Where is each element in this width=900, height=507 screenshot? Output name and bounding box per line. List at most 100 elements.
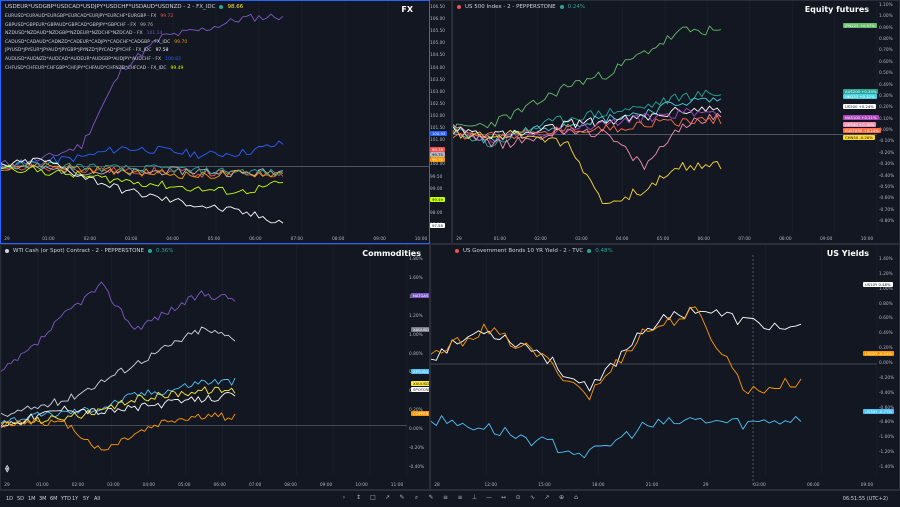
- y-tick-label: 0.00%: [879, 361, 893, 366]
- wave-icon[interactable]: ∿: [529, 494, 536, 501]
- legend-label: NZDUSD*NZDAUD*NZDGBP*NZDEUR*NZDCHF*NZDCA…: [5, 31, 143, 37]
- price-tag: 100.93: [430, 131, 448, 136]
- timeframe-5d[interactable]: 5D: [17, 496, 25, 502]
- timeframe-1y[interactable]: 1Y: [72, 496, 79, 502]
- equity-y-axis[interactable]: 1.10% 1.00% 0.90% 0.80% 0.70% 0.60% 0.50% 0.40%…: [877, 1, 899, 243]
- commodities-symbol[interactable]: WTI Cash (or Spot) Contract - 2 - PEPPER…: [13, 248, 145, 254]
- measure-icon[interactable]: ⊥: [471, 494, 478, 501]
- legend-row[interactable]: GBPUSD*GBPEUR*GBPAUD*GBPCAD*GBPJPY*GBPCH…: [5, 22, 187, 31]
- y-tick-label: 101.50: [430, 126, 446, 132]
- y-tick-label: 1.60%: [409, 275, 423, 281]
- legend-row[interactable]: CHFUSD*CHFEUR*CHFGBP*CHFJPY*CHFAUD*CHFNZ…: [5, 65, 187, 74]
- x-tick-label: 05:00: [178, 483, 191, 488]
- crosshair-icon[interactable]: ↕: [355, 494, 362, 501]
- price-tag: GER40 +0.16%: [843, 122, 877, 127]
- arrow-icon[interactable]: ↔: [500, 494, 507, 501]
- legend-row[interactable]: AUDUSD*AUDNZD*AUDCAD*AUDEUR*AUDGBP*AUDJP…: [5, 56, 187, 65]
- x-tick-label: 29: [703, 483, 709, 488]
- y-tick-label: 1.20%: [879, 271, 893, 277]
- magnet-icon[interactable]: ⊕: [558, 494, 565, 501]
- fib-icon[interactable]: ≡: [442, 494, 449, 501]
- timeframe-1d[interactable]: 1D: [6, 496, 14, 502]
- timeframe-1m[interactable]: 1M: [28, 496, 36, 502]
- hline-icon[interactable]: —: [486, 494, 492, 501]
- x-tick-label: 10:00: [355, 483, 368, 488]
- timeframe-all[interactable]: All: [94, 496, 101, 502]
- commodities-y-axis[interactable]: 1.80%1.60%1.40%1.20%1.00%0.80%0.60%0.40%…: [407, 245, 429, 489]
- y-tick-label: 0.90%: [879, 25, 893, 31]
- x-tick-label: 29: [456, 237, 462, 242]
- y-tick-label: 101.00: [430, 138, 446, 144]
- series-line-5: [1, 412, 236, 451]
- price-tag: NAS100 +0.21%: [843, 115, 879, 120]
- legend-row[interactable]: EURUSD*EURAUD*EURGBP*EURCAD*EURJPY*EURCH…: [5, 13, 187, 22]
- y-tick-label: -0.40%: [879, 390, 895, 396]
- y-tick-label: -0.40%: [879, 173, 895, 179]
- fx-x-axis[interactable]: 29 01:00 02:00 03:00 04:00 05:00 06:00 07:00 08:…: [1, 235, 429, 243]
- yields-x-axis[interactable]: 28 12:00 15:00 18:00 21:00 29 03:00 06:00 09:00: [431, 481, 877, 489]
- tradingview-logo: 🞠: [5, 465, 10, 475]
- us-flag-icon: [457, 5, 461, 9]
- equity-chart[interactable]: [453, 1, 900, 244]
- x-tick-label: 28: [434, 483, 440, 488]
- timeframe-6m[interactable]: 6M: [50, 496, 58, 502]
- timeframe-3m[interactable]: 3M: [39, 496, 47, 502]
- y-tick-label: -0.60%: [879, 196, 895, 202]
- status-dot-icon: [148, 249, 153, 253]
- commodities-x-axis[interactable]: 29 01:00 02:00 03:00 04:00 05:00 06:00 07:00 08:…: [1, 481, 407, 489]
- zoom-icon[interactable]: ⌕: [414, 494, 419, 501]
- timeframe-5y[interactable]: 5Y: [83, 496, 90, 502]
- clock[interactable]: 06:51:55 (UTC+2): [842, 496, 888, 502]
- commodities-header-value: 0.36%: [156, 248, 174, 254]
- y-tick-label: 98.00: [430, 210, 443, 216]
- legend-row[interactable]: NZDUSD*NZDAUD*NZDGBP*NZDEUR*NZDCHF*NZDCA…: [5, 30, 187, 39]
- equity-x-axis[interactable]: 29 01:00 02:00 03:00 04:00 05:00 06:00 07:00 08:…: [453, 235, 877, 243]
- yields-y-axis[interactable]: 1.40% 1.20% 1.00% 0.80% 0.60% 0.40% 0.20% 0.00%…: [877, 245, 899, 489]
- x-tick-label: 03:00: [753, 483, 766, 488]
- y-tick-label: -0.50%: [879, 184, 895, 190]
- y-tick-label: 99.50: [430, 174, 443, 180]
- fx-panel[interactable]: USDEUR*USDGBP*USDCAD*USDJPY*USDCHF*USDAU…: [0, 0, 430, 244]
- equity-panel[interactable]: US 500 Index - 2 - PEPPERSTONE 0.24% Equ…: [452, 0, 900, 244]
- x-tick-label: 08:00: [779, 237, 792, 242]
- price-tag: SPOTCRUDE +0.36%: [411, 387, 429, 392]
- timeframe-ytd[interactable]: YTD: [61, 496, 71, 502]
- fx-chart[interactable]: [1, 1, 430, 244]
- oil-icon: [5, 249, 9, 253]
- fx-title: FX: [401, 5, 413, 14]
- ray-icon[interactable]: ↗: [544, 494, 550, 501]
- commodities-chart[interactable]: [1, 245, 430, 490]
- channel-icon[interactable]: ≡: [457, 494, 463, 501]
- y-tick-label: -0.20%: [409, 446, 425, 452]
- y-tick-label: 1.20%: [409, 313, 423, 319]
- legend-row[interactable]: CADUSD*CADAUD*CADNZD*CADEUR*CADJPY*CADCH…: [5, 39, 187, 48]
- pencil-icon[interactable]: ✎: [428, 494, 434, 501]
- series-line-2: [431, 415, 802, 459]
- y-tick-label: 1.10%: [879, 3, 893, 8]
- y-tick-label: 0.80%: [409, 351, 423, 357]
- cursor-icon[interactable]: ›: [342, 494, 346, 501]
- fx-price-scale[interactable]: 106.50 106.00 105.50 105.00 104.50 104.00 103.…: [430, 0, 452, 244]
- x-tick-label: 02:00: [83, 237, 96, 242]
- price-tag: US500 +0.24%: [843, 104, 876, 109]
- legend-value: 99.72: [160, 14, 174, 19]
- commodities-panel[interactable]: WTI Cash (or Spot) Contract - 2 - PEPPER…: [0, 244, 430, 490]
- y-tick-label: -0.60%: [879, 406, 899, 411]
- equity-header: US 500 Index - 2 - PEPPERSTONE 0.24%: [457, 4, 585, 10]
- legend-row[interactable]: JPYUSD*JPYEUR*JPYAUD*JPYGBP*JPYNZD*JPYCA…: [5, 47, 187, 56]
- x-tick-label: 09:00: [373, 237, 386, 242]
- price-tag: XAGUSD: [411, 327, 430, 332]
- x-tick-label: 01:00: [493, 237, 506, 242]
- yields-panel[interactable]: US Government Bonds 10 YR Yield - 2 - TV…: [430, 244, 900, 490]
- price-tag: 99.49: [430, 197, 445, 202]
- trendline-icon[interactable]: ↗: [384, 494, 391, 501]
- equity-symbol[interactable]: US 500 Index - 2 - PEPPERSTONE: [465, 4, 556, 10]
- yields-chart[interactable]: [431, 245, 900, 490]
- yields-symbol[interactable]: US Government Bonds 10 YR Yield - 2 - TV…: [463, 248, 584, 254]
- rectangle-icon[interactable]: □: [370, 494, 376, 501]
- fx-symbol[interactable]: USDEUR*USDGBP*USDCAD*USDJPY*USDCHF*USDAU…: [5, 4, 216, 10]
- y-tick-label: 100.00: [430, 162, 446, 168]
- circle-icon[interactable]: ⊙: [515, 494, 521, 501]
- brush-icon[interactable]: ✎: [399, 494, 405, 501]
- lock-icon[interactable]: ⌂: [574, 494, 578, 501]
